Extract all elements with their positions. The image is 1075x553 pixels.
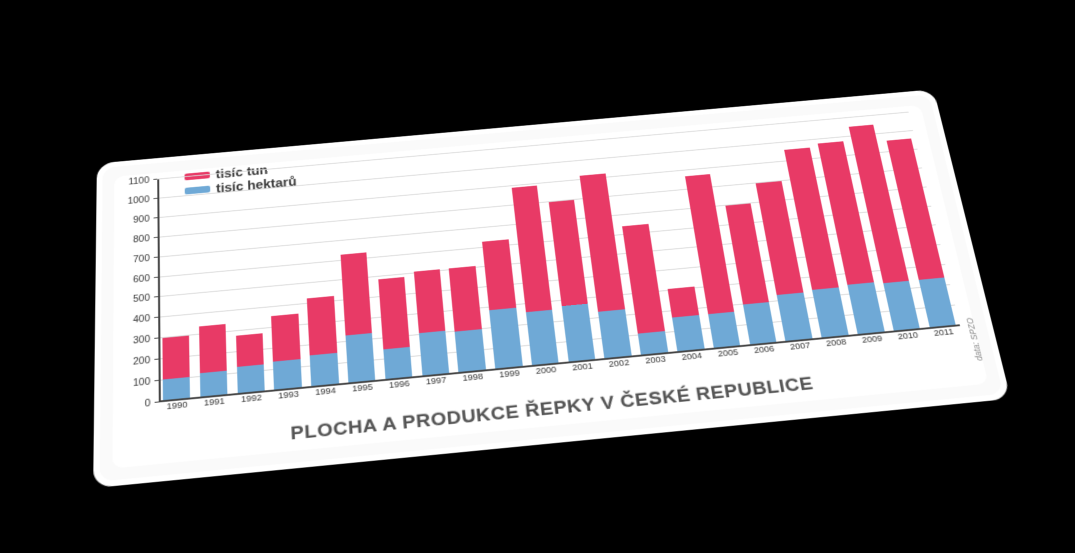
x-tick-label: 2002 [604,357,633,374]
chart-card: tisíc tun tisíc hektarů 01002003004 [93,89,1011,488]
y-tick-label: 1100 [128,175,149,186]
x-tick-label: 2005 [713,347,742,364]
y-tick-label: 100 [133,376,150,388]
y-tick [153,256,157,257]
y-tick [153,178,157,179]
y-tick [153,197,157,198]
y-tick [154,296,158,297]
x-tick-label: 2003 [641,353,670,370]
x-tick-label: 1998 [458,371,487,389]
y-tick-label: 200 [133,355,150,367]
y-tick-label: 0 [144,398,150,409]
y-axis [157,179,161,402]
x-tick-label: 1994 [311,385,339,403]
y-tick [154,317,158,318]
y-tick [154,401,158,402]
y-tick [154,379,158,380]
y-tick-label: 500 [133,293,150,304]
x-tick-label: 2011 [929,326,959,343]
x-tick-label: 1997 [422,374,450,392]
x-tick-label: 1992 [237,392,265,410]
x-tick-label: 2000 [532,364,561,381]
y-tick-label: 400 [133,313,150,324]
y-tick-label: 300 [133,334,150,346]
y-tick-label: 800 [133,233,150,244]
x-tick-label: 2001 [568,360,597,377]
x-tick-label: 1995 [348,381,376,399]
data-source-label: data: SPZO [964,317,984,361]
x-tick-label: 2010 [893,329,923,346]
stage: tisíc tun tisíc hektarů 01002003004 [0,0,1075,553]
x-tick-label: 2004 [677,350,706,367]
y-axis-labels: 010020030040050060070080090010001100 [112,179,154,406]
x-tick-label: 1993 [274,388,302,406]
x-tick-label: 1991 [200,395,228,413]
y-tick-label: 600 [133,273,150,284]
y-tick [154,337,158,338]
y-tick-label: 1000 [127,194,149,205]
x-tick-label: 2008 [821,336,851,353]
y-tick [153,217,157,218]
x-tick-label: 1990 [163,399,191,417]
y-tick [154,358,158,359]
y-tick [153,236,157,237]
x-tick-label: 2006 [749,343,778,360]
x-tick-label: 1996 [385,378,413,396]
y-tick [153,276,157,277]
chart-inner: tisíc tun tisíc hektarů 01002003004 [112,105,988,468]
x-tick-label: 2007 [785,340,814,357]
axes [157,112,960,402]
plot-area [157,112,960,402]
y-tick-label: 900 [133,214,150,225]
y-tick-label: 700 [133,253,150,264]
x-tick-label: 2009 [857,333,887,350]
x-tick-label: 1999 [495,367,524,384]
